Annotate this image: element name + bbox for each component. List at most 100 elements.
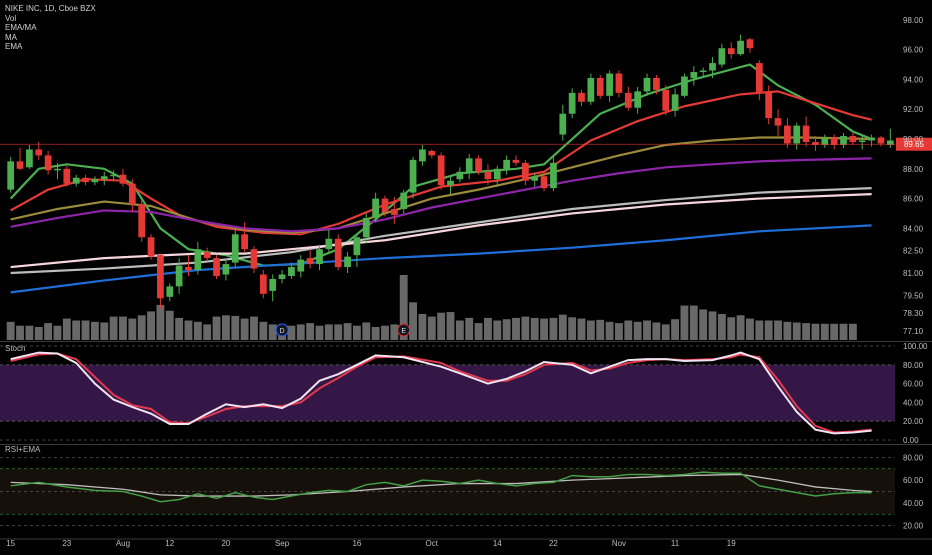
rsi-pane-label[interactable]: RSI+EMA	[5, 445, 41, 454]
candle-body	[868, 137, 875, 141]
price-tick-label: 86.00	[903, 195, 924, 204]
volume-bar	[240, 318, 249, 340]
candle-body	[278, 274, 286, 279]
volume-bar	[437, 312, 446, 340]
legend-ema[interactable]: EMA	[5, 42, 23, 51]
volume-bar	[268, 324, 277, 340]
volume-bar	[605, 321, 614, 340]
candle-body	[840, 136, 847, 145]
candle-body	[662, 89, 670, 111]
moving-average-line	[10, 136, 872, 234]
x-tick-label: 16	[352, 539, 361, 548]
volume-bar	[193, 321, 202, 340]
candle-body	[185, 267, 192, 271]
x-tick-label: 19	[727, 539, 736, 548]
price-tick-label: 96.00	[903, 46, 924, 55]
candle-body	[437, 155, 445, 186]
volume-bar	[746, 318, 754, 340]
volume-bar	[324, 324, 333, 340]
volume-bar	[352, 325, 361, 340]
candle-body	[194, 249, 202, 271]
volume-bar	[427, 316, 436, 340]
volume-bar	[381, 325, 389, 340]
legend-ma[interactable]: MA	[5, 32, 17, 42]
candle-body	[821, 137, 829, 145]
candle-body	[634, 91, 642, 108]
price-tick-label: 88.00	[903, 165, 924, 174]
chart-legend: NIKE INC, 1D, Cboe BZX Vol EMA/MA MA EMA	[5, 4, 96, 52]
volume-bar	[156, 304, 165, 340]
volume-bar	[708, 311, 717, 340]
candle-body	[447, 180, 454, 186]
volume-bar	[736, 315, 745, 340]
volume-bar	[764, 320, 773, 340]
stoch-band	[0, 364, 895, 422]
volume-bar	[287, 325, 296, 340]
volume-bar	[493, 320, 502, 340]
volume-bar	[802, 323, 811, 340]
volume-bar	[184, 320, 193, 340]
rsi-line	[10, 471, 872, 503]
legend-ema-ma[interactable]: EMA/MA	[5, 23, 37, 32]
volume-bar	[689, 305, 698, 340]
candle-body	[100, 176, 108, 180]
candle-body	[175, 265, 183, 287]
candle-body	[147, 237, 155, 257]
candle-body	[793, 125, 801, 144]
candle-body	[746, 39, 754, 49]
volume-bar	[446, 312, 455, 340]
candle-body	[550, 162, 557, 189]
rsi-tick-label: 40.00	[903, 499, 924, 508]
candle-body	[681, 76, 688, 96]
volume-bar	[671, 319, 680, 340]
x-tick-label: Aug	[116, 539, 130, 548]
candle-body	[521, 162, 529, 181]
volume-bar	[109, 316, 118, 340]
volume-bar	[175, 317, 184, 340]
candle-body	[784, 125, 791, 144]
candle-body	[110, 174, 117, 177]
volume-bar	[34, 327, 43, 340]
volume-bar	[717, 314, 726, 340]
candle-body	[409, 159, 417, 193]
candle-body	[849, 136, 857, 142]
legend-vol[interactable]: Vol	[5, 13, 17, 23]
volume-bar	[811, 323, 820, 340]
volume-bar	[334, 324, 343, 340]
volume-bar	[44, 323, 53, 340]
volume-bar	[792, 322, 801, 340]
volume-bar	[362, 322, 371, 340]
candle-body	[362, 217, 370, 238]
stoch-pane-label[interactable]: Stoch	[5, 344, 26, 353]
candle-body	[16, 161, 24, 169]
volume-bar	[100, 322, 109, 340]
candle-body	[250, 249, 258, 269]
volume-bar	[586, 320, 595, 340]
volume-bar	[558, 314, 567, 340]
candle-body	[128, 183, 136, 205]
candle-body	[877, 137, 885, 144]
candle-body	[512, 159, 520, 163]
volume-bar	[90, 321, 99, 340]
candle-body	[35, 149, 43, 156]
candle-body	[288, 267, 295, 276]
price-tick-label: 98.00	[903, 16, 924, 25]
candle-body	[344, 256, 351, 268]
event-marker	[275, 323, 289, 337]
event-marker-label: E	[401, 328, 406, 335]
volume-bar	[820, 323, 829, 340]
volume-bar	[727, 317, 736, 340]
last-price-badge	[896, 137, 932, 151]
candle-body	[531, 176, 539, 181]
moving-average-line	[10, 187, 872, 275]
volume-bar	[212, 316, 221, 340]
candle-body	[812, 141, 819, 145]
candle-body	[334, 238, 342, 268]
candle-body	[44, 155, 52, 171]
rsi-tick-label: 20.00	[903, 522, 924, 531]
candle-body	[886, 140, 894, 145]
candle-body	[503, 159, 511, 169]
volume-bar	[549, 317, 558, 340]
